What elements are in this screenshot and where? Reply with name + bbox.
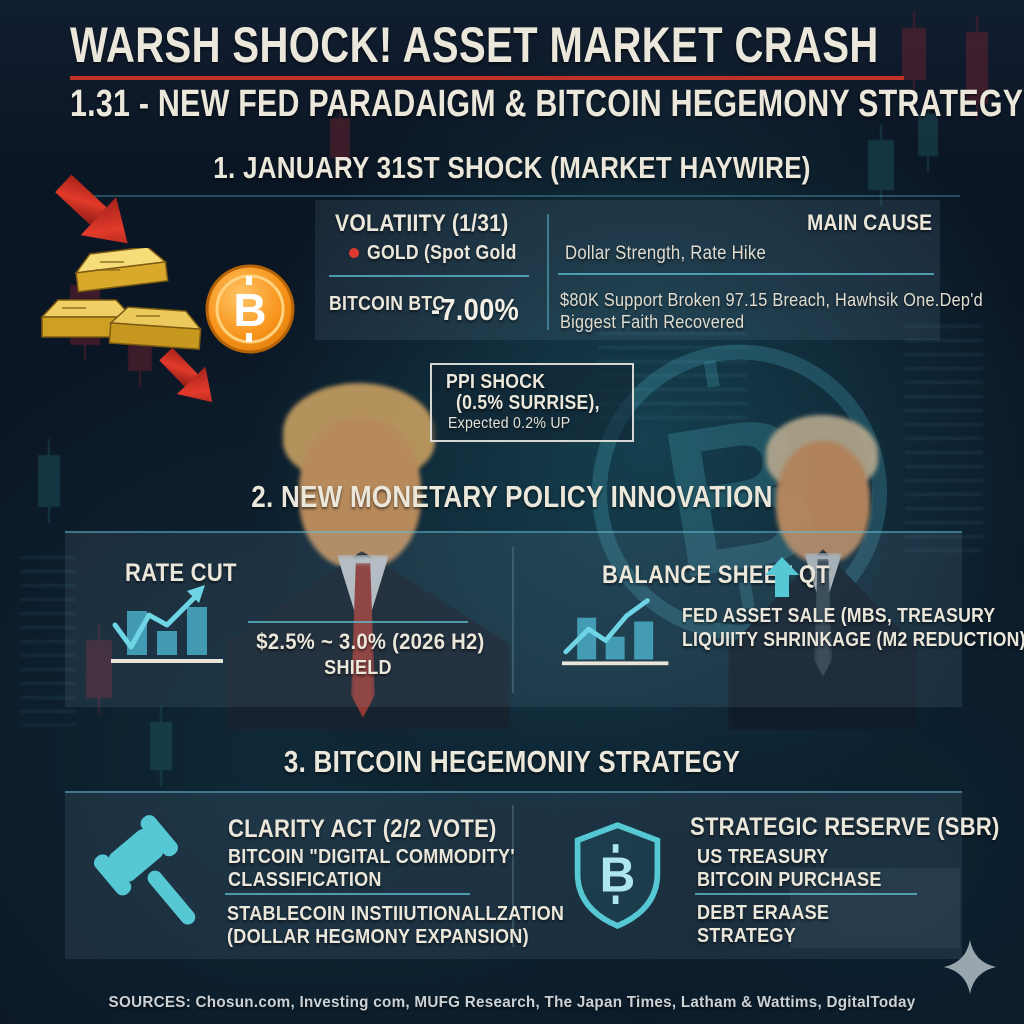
portrait-tie bbox=[814, 559, 832, 677]
reserve-line2: BITCOIN PURCHASE bbox=[697, 868, 882, 891]
reserve-line3: DEBT ERAASE bbox=[697, 901, 830, 924]
red-down-arrow-icon bbox=[55, 174, 128, 244]
section3-heading: 3. BITCOIN HEGEMONIY STRATEGY bbox=[283, 744, 741, 779]
main-cause-header: MAIN CAUSE bbox=[806, 210, 932, 235]
portrait-right bbox=[728, 415, 918, 730]
panel-divider bbox=[512, 547, 514, 693]
monetary-policy-panel: RATE CUT $2.5% ~ 3.0% (2026 H2) SHIELD B… bbox=[65, 531, 1024, 707]
gold-bars-icon bbox=[40, 248, 203, 350]
rate-cut-value2: SHIELD bbox=[324, 657, 392, 679]
candlestick-decoration bbox=[330, 102, 350, 174]
page-title: WARSH SHOCK! ASSET MARKET CRASH bbox=[70, 17, 879, 73]
background-highlight bbox=[790, 868, 960, 948]
page-subtitle: 1.31 - NEW FED PARADAIGM & BITCOIN HEGEM… bbox=[70, 83, 1024, 125]
rate-cut-divider bbox=[248, 621, 468, 623]
gold-bullet-dot bbox=[349, 248, 359, 258]
ticker-noise-decoration bbox=[905, 325, 983, 560]
clarity-line3: STABLECOIN INSTIIUTIONALLZATION bbox=[227, 902, 565, 925]
main-cause-row2: $80K Support Broken 97.15 Breach, Hawhsi… bbox=[560, 289, 983, 310]
reserve-title: STRATEGIC RESERVE (SBR) bbox=[690, 813, 1000, 841]
btc-change-value: -7.00% bbox=[431, 292, 520, 327]
candlestick-decoration bbox=[868, 124, 894, 206]
reserve-line1: US TREASURY bbox=[697, 845, 829, 868]
ppi-line1: PPI SHOCK bbox=[446, 371, 546, 393]
panel-divider bbox=[512, 805, 514, 947]
sources-line: SOURCES: Chosun.com, Investing com, MUFG… bbox=[108, 994, 916, 1011]
balance-sheet-line1: FED ASSET SALE (MBS, TREASURY bbox=[682, 605, 996, 627]
shock-table: VOLATIITY (1/31) GOLD (Spot Gold BITCOIN… bbox=[315, 200, 983, 340]
reserve-divider bbox=[695, 893, 917, 895]
clarity-divider bbox=[225, 893, 470, 895]
rate-cut-title: RATE CUT bbox=[125, 559, 237, 587]
red-down-arrow-icon bbox=[159, 347, 213, 403]
clarity-line1: BITCOIN "DIGITAL COMMODITY' bbox=[228, 845, 515, 868]
candlestick-decoration bbox=[86, 624, 112, 714]
ticker-noise-decoration bbox=[20, 556, 76, 726]
balance-sheet-line2: LIQUIITY SHRINKAGE (M2 REDUCTION) bbox=[682, 629, 1024, 651]
ppi-shock-box: PPI SHOCK (0.5% SURRISE), Expected 0.2% … bbox=[430, 363, 634, 442]
section1-underline bbox=[65, 195, 960, 197]
portrait-tie bbox=[351, 563, 375, 718]
svg-text:B: B bbox=[233, 284, 266, 336]
rate-cut-value: $2.5% ~ 3.0% (2026 H2) bbox=[256, 629, 485, 654]
clarity-title: CLARITY ACT (2/2 VOTE) bbox=[228, 815, 497, 843]
bitcoin-shield-icon: B bbox=[574, 822, 661, 929]
candlestick-decoration bbox=[902, 12, 926, 96]
reserve-line4: STRATEGY bbox=[697, 924, 796, 947]
title-underline bbox=[70, 76, 904, 80]
candlestick-decoration bbox=[150, 706, 172, 786]
gavel-icon bbox=[93, 815, 196, 925]
table-divider bbox=[329, 275, 529, 277]
clarity-line4: (DOLLAR HEGMONY EXPANSION) bbox=[227, 925, 529, 948]
ppi-line3: Expected 0.2% UP bbox=[448, 415, 571, 432]
btc-row-label: BITCOIN BTC bbox=[329, 293, 446, 315]
candlestick-decoration bbox=[966, 16, 988, 120]
ppi-line2: (0.5% SURRISE), bbox=[456, 392, 600, 414]
table-column-divider bbox=[547, 214, 549, 330]
bitcoin-coin-icon: B bbox=[205, 264, 295, 354]
up-arrow-icon bbox=[765, 557, 799, 597]
gold-row-label: GOLD (Spot Gold bbox=[367, 242, 517, 264]
main-cause-row1: Dollar Strength, Rate Hike bbox=[565, 243, 767, 264]
volatility-header: VOLATIITY (1/31) bbox=[335, 210, 509, 237]
sparkle-icon bbox=[944, 940, 996, 994]
svg-text:B: B bbox=[600, 848, 636, 903]
bitcoin-strategy-panel: CLARITY ACT (2/2 VOTE) BITCOIN "DIGITAL … bbox=[65, 791, 999, 959]
table-divider bbox=[558, 273, 934, 275]
candlestick-decoration bbox=[38, 439, 60, 523]
portrait-face bbox=[299, 417, 421, 569]
candlestick-decoration bbox=[918, 98, 938, 172]
clarity-line2: CLASSIFICATION bbox=[228, 868, 382, 891]
section2-heading: 2. NEW MONETARY POLICY INNOVATION bbox=[251, 479, 773, 514]
section1-heading: 1. JANUARY 31ST SHOCK (MARKET HAYWIRE) bbox=[213, 150, 811, 185]
main-cause-row2b: Biggest Faith Recovered bbox=[560, 311, 745, 332]
portrait-left bbox=[225, 383, 510, 730]
portrait-face bbox=[776, 441, 870, 563]
balance-sheet-chart-icon bbox=[561, 598, 669, 666]
rate-cut-chart-icon bbox=[111, 585, 223, 663]
